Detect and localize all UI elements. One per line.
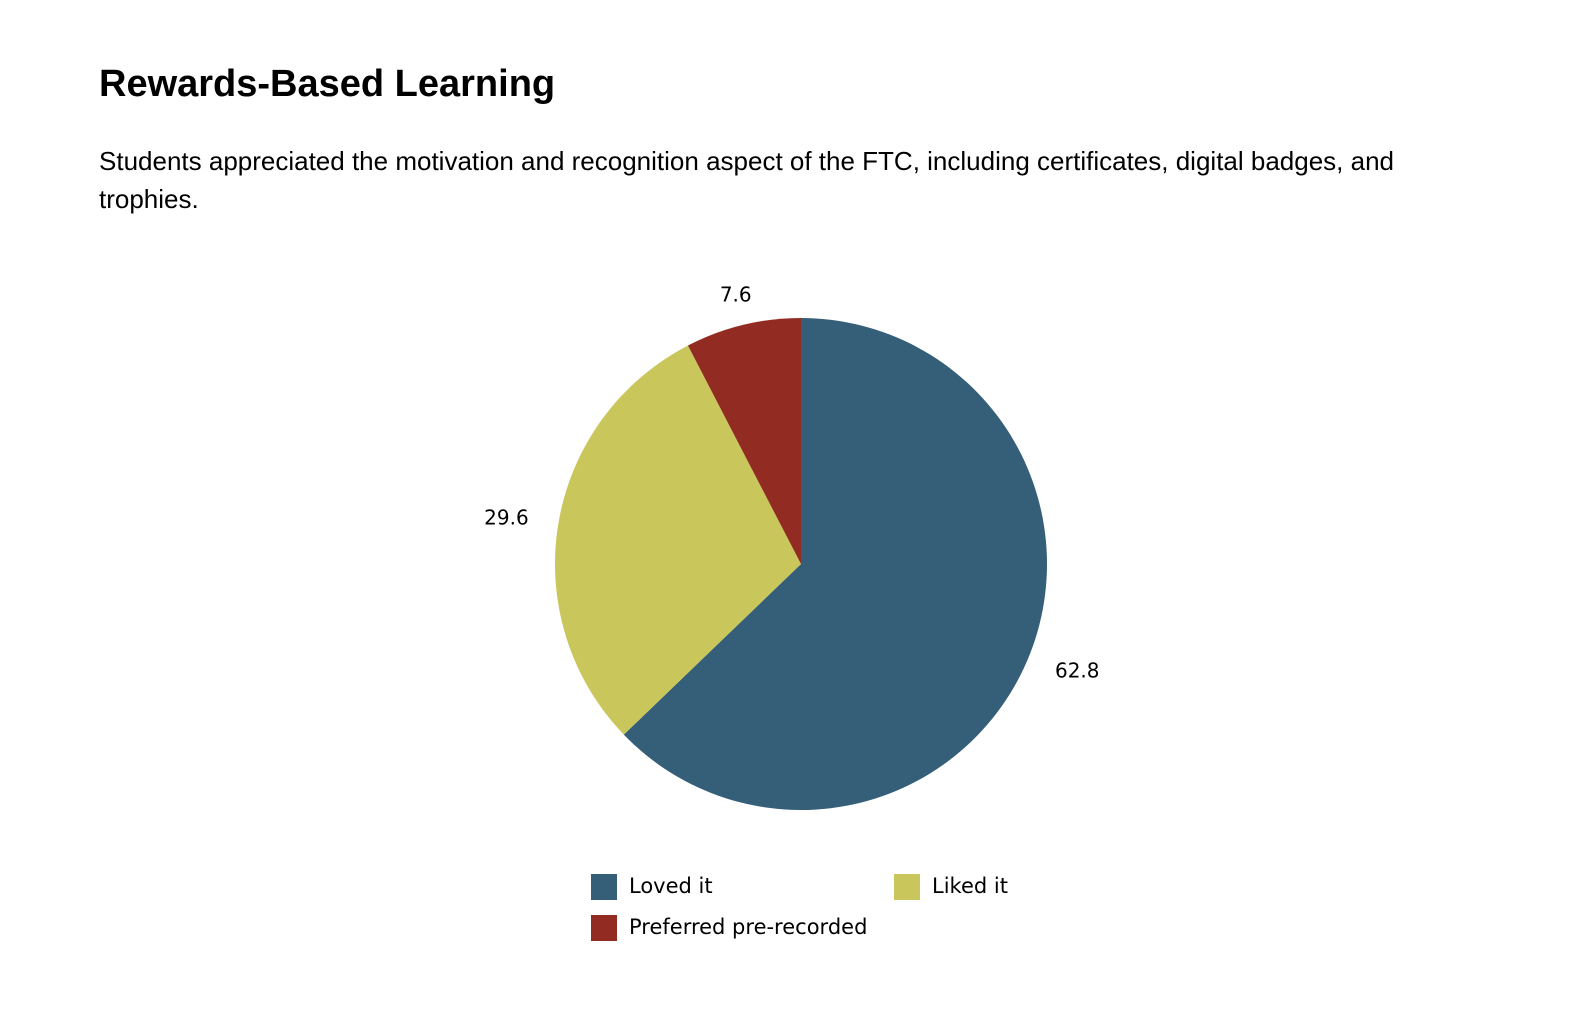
legend-label-preferred-pre-recorded: Preferred pre-recorded [629,915,867,939]
pie-slices [555,318,1047,811]
data-label-preferred-pre-recorded: 7.6 [720,282,752,306]
legend-item-preferred-pre-recorded: Preferred pre-recorded [591,915,867,941]
legend-swatch-liked-it [894,874,920,900]
pie-data-labels: 62.8 29.6 7.6 [484,282,1099,682]
legend-swatch-preferred-pre-recorded [591,915,617,941]
pie-slice-loved-it [623,318,1047,811]
legend-label-loved-it: Loved it [629,874,713,898]
legend-label-liked-it: Liked it [932,874,1008,898]
legend-item-liked-it: Liked it [894,874,1008,900]
chart-legend: Loved it Liked it Preferred pre-recorded [591,874,1008,941]
data-label-loved-it: 62.8 [1055,659,1100,683]
page-description: Students appreciated the motivation and … [99,146,1394,214]
pie-slice-preferred-pre-recorded [687,318,801,564]
data-label-liked-it: 29.6 [484,506,529,530]
page-title: Rewards-Based Learning [99,63,556,105]
pie-slice-liked-it [555,345,801,735]
legend-item-loved-it: Loved it [591,874,713,900]
legend-swatch-loved-it [591,874,617,900]
